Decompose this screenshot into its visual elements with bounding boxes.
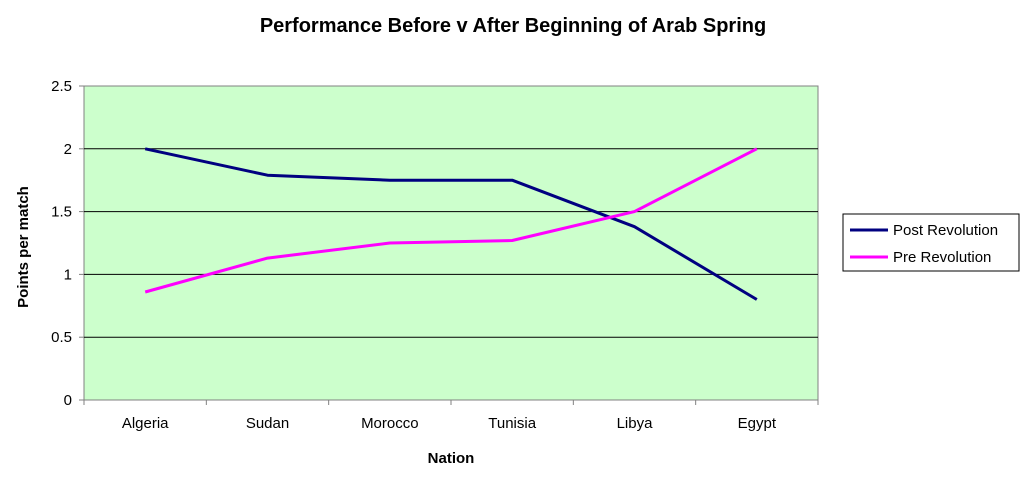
y-tick-label: 2.5 [51,78,72,95]
x-tick-label: Sudan [246,415,289,432]
y-tick-label: 2 [64,141,72,158]
x-axis-label: Nation [428,450,475,467]
x-tick-label: Algeria [122,415,169,432]
legend-label: Pre Revolution [893,249,991,266]
legend-label: Post Revolution [893,222,998,239]
legend-box [842,213,1020,272]
y-tick-label: 0 [64,392,72,409]
y-tick-label: 1 [64,266,72,283]
series-line-pre-revolution [144,147,758,294]
series-line-post-revolution [144,147,758,301]
x-tick-label: Egypt [738,415,777,432]
y-axis-label: Points per match [15,186,32,308]
x-axis-ticks: Algeria Sudan Morocco Tunisia Libya Egypt [83,400,819,432]
y-axis-ticks: 0 0.5 1 1.5 2 2.5 [51,78,84,409]
y-tick-label: 1.5 [51,204,72,221]
x-tick-label: Tunisia [488,415,536,432]
legend: Post Revolution Pre Revolution [842,213,1020,272]
y-tick-label: 0.5 [51,329,72,346]
x-tick-label: Morocco [361,415,419,432]
chart-title: Performance Before v After Beginning of … [260,15,766,37]
x-tick-label: Libya [617,415,654,432]
series-lines [144,147,758,301]
